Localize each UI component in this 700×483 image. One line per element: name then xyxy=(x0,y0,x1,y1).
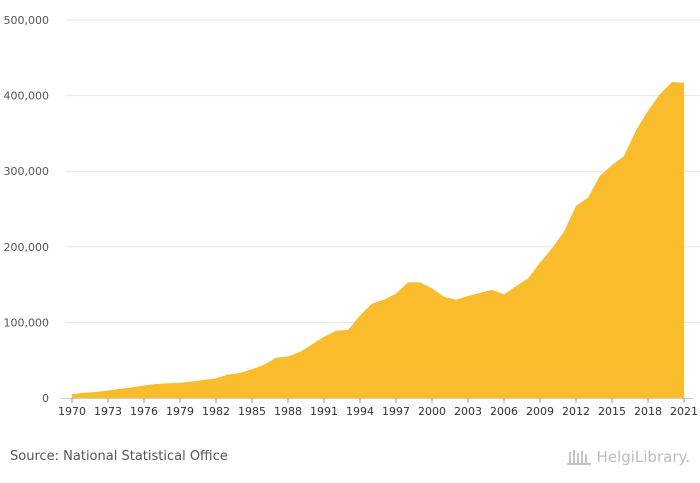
y-tick-label: 200,000 xyxy=(4,241,50,254)
x-tick-label: 2012 xyxy=(562,405,590,418)
area-chart: 0 100,000 200,000 300,000 400,000 500,000 197… xyxy=(4,14,700,418)
x-tick-label: 1985 xyxy=(238,405,266,418)
y-axis: 0 100,000 200,000 300,000 400,000 500,000 xyxy=(4,14,50,405)
x-axis: 1970 1973 1976 1979 1982 1985 1988 1991 1994 1997… xyxy=(58,398,698,418)
x-tick-label: 1973 xyxy=(94,405,122,418)
y-tick-label: 300,000 xyxy=(4,165,50,178)
x-tick-label: 2000 xyxy=(418,405,446,418)
y-tick-label: 0 xyxy=(42,392,49,405)
x-tick-label: 1991 xyxy=(310,405,338,418)
y-tick-label: 400,000 xyxy=(4,90,50,103)
x-tick-label: 1988 xyxy=(274,405,302,418)
x-tick-label: 1994 xyxy=(346,405,374,418)
area-fill xyxy=(72,81,684,399)
x-tick-label: 2009 xyxy=(526,405,554,418)
x-tick-label: 2015 xyxy=(598,405,626,418)
y-tick-label: 100,000 xyxy=(4,316,50,329)
x-tick-label: 2006 xyxy=(490,405,518,418)
x-tick-label: 1970 xyxy=(58,405,86,418)
brand-logo[interactable]: HelgiLibrary. xyxy=(566,448,690,466)
x-tick-label: 1982 xyxy=(202,405,230,418)
x-tick-label: 1979 xyxy=(166,405,194,418)
helgilibrary-logo-icon xyxy=(566,450,591,465)
y-tick-label: 500,000 xyxy=(4,14,50,27)
brand-name: HelgiLibrary. xyxy=(596,448,690,466)
x-tick-label: 2018 xyxy=(634,405,662,418)
x-tick-label: 1976 xyxy=(130,405,158,418)
area-series xyxy=(72,81,684,399)
x-tick-label: 2021 xyxy=(670,405,698,418)
x-tick-label: 2003 xyxy=(454,405,482,418)
source-note: Source: National Statistical Office xyxy=(10,449,228,464)
x-tick-label: 1997 xyxy=(382,405,410,418)
